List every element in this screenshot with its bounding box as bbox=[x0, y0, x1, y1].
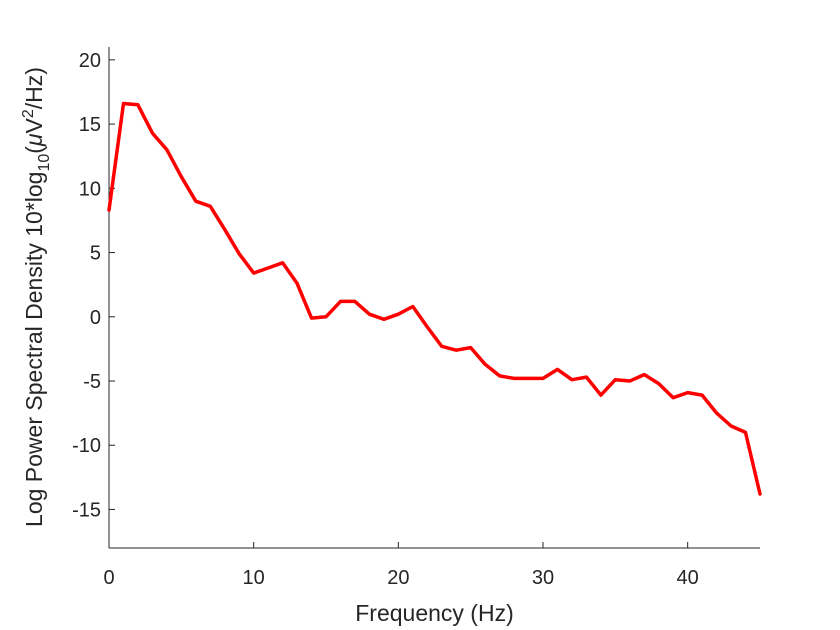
psd-series-line bbox=[107, 101, 762, 496]
x-tick-label: 20 bbox=[387, 567, 409, 589]
y-ticks: -15 -10 -5 0 5 10 15 20 bbox=[72, 50, 115, 521]
y-tick-label: -5 bbox=[83, 371, 101, 393]
y-axis-title-unit: V bbox=[21, 117, 47, 133]
x-tick-label: 0 bbox=[103, 567, 114, 589]
y-tick-label: 0 bbox=[90, 307, 101, 329]
x-axis-title: Frequency (Hz) bbox=[355, 600, 513, 626]
y-axis-title-open: ( bbox=[21, 146, 47, 154]
y-tick-label: -15 bbox=[72, 499, 101, 521]
x-tick-label: 10 bbox=[243, 567, 265, 589]
y-axis-title-subscript: 10 bbox=[36, 154, 53, 172]
series-layer bbox=[107, 101, 762, 496]
y-tick-label: 20 bbox=[79, 50, 101, 72]
x-tick-label: 30 bbox=[532, 567, 554, 589]
y-tick-label: 5 bbox=[90, 243, 101, 265]
x-tick-label: 40 bbox=[677, 567, 699, 589]
y-tick-label: -10 bbox=[72, 435, 101, 457]
y-tick-label: 15 bbox=[79, 114, 101, 136]
y-axis-title-prefix: Log Power Spectral Density 10*log bbox=[21, 172, 47, 527]
y-axis-title-mu: μ bbox=[21, 133, 47, 147]
plot-area: -15 -10 -5 0 5 10 15 20 0 10 20 30 40 bbox=[72, 47, 762, 589]
y-tick-label: 10 bbox=[79, 178, 101, 200]
y-axis-title-superscript: 2 bbox=[20, 109, 37, 118]
y-axis-title: Log Power Spectral Density 10*log10(μV2/… bbox=[20, 67, 53, 527]
y-axis-title-suffix: /Hz) bbox=[21, 67, 47, 109]
x-ticks: 0 10 20 30 40 bbox=[103, 542, 699, 589]
